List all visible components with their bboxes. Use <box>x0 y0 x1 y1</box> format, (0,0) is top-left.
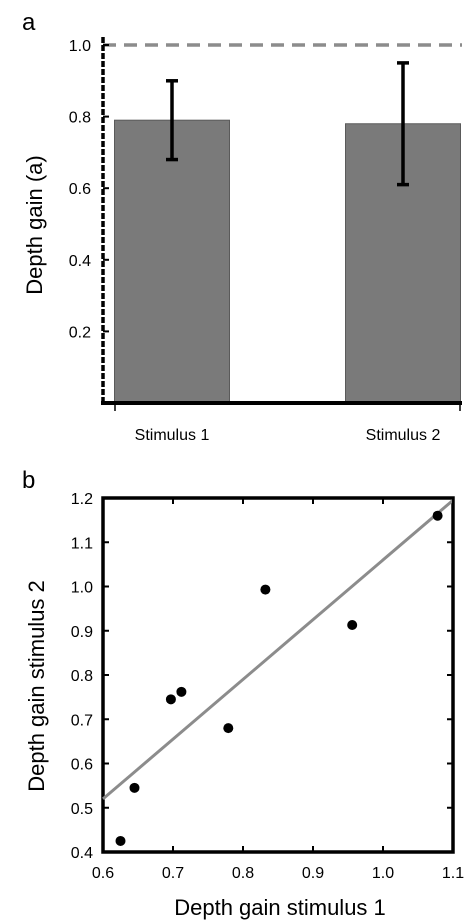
panel-b-x-axis-title: Depth gain stimulus 1 <box>174 895 386 920</box>
panel-b: b Depth gain stimulus 2 Depth gain stimu… <box>22 467 464 920</box>
y-tick-label: 0.6 <box>69 181 91 198</box>
panel-a-error-bars <box>166 61 409 187</box>
panel-a-label: a <box>22 9 36 36</box>
y-tick-label: 1.0 <box>69 38 91 55</box>
y-tick-label: 0.5 <box>71 801 93 818</box>
panel-a-x-ticks: Stimulus 1 Stimulus 2 <box>114 403 461 444</box>
bar-1 <box>114 119 230 404</box>
x-tick-label: Stimulus 2 <box>366 427 441 444</box>
y-tick-label: 1.1 <box>71 535 93 552</box>
scatter-point-8 <box>432 510 443 521</box>
panel-a: a Depth gain (a) 0.2 0.4 0.6 0.8 1.0 Stimulu… <box>22 9 462 444</box>
panel-b-label: b <box>22 467 35 494</box>
scatter-point-4 <box>176 686 187 697</box>
y-tick-label: 0.7 <box>71 712 93 729</box>
x-tick-label: 0.7 <box>162 865 184 882</box>
scatter-point-3 <box>165 694 176 705</box>
y-tick-label: 0.6 <box>71 757 93 774</box>
panel-b-fit-line <box>102 499 454 801</box>
panel-b-y-ticks: 0.4 0.5 0.6 0.7 0.8 0.9 1.0 1.1 1.2 <box>71 491 453 862</box>
panel-b-x-ticks: 0.6 0.7 0.8 0.9 1.0 1.1 <box>92 498 464 882</box>
panel-a-axes <box>101 37 462 405</box>
x-tick-label: 1.0 <box>372 865 394 882</box>
panel-a-y-ticks: 0.2 0.4 0.6 0.8 1.0 <box>69 38 109 341</box>
scatter-point-7 <box>347 619 358 630</box>
x-tick-label: 0.9 <box>302 865 324 882</box>
scatter-point-6 <box>260 584 271 595</box>
panel-b-points <box>115 510 443 846</box>
panel-a-y-axis-title: Depth gain (a) <box>22 155 47 294</box>
y-tick-label: 0.2 <box>69 324 91 341</box>
y-tick-label: 0.8 <box>69 110 91 127</box>
scatter-point-2 <box>129 782 140 793</box>
fit-line <box>102 499 454 801</box>
y-tick-label: 0.8 <box>71 668 93 685</box>
y-tick-label: 1.2 <box>71 491 93 508</box>
y-tick-label: 1.0 <box>71 580 93 597</box>
x-tick-label: 0.6 <box>92 865 114 882</box>
y-tick-label: 0.9 <box>71 624 93 641</box>
x-tick-label: Stimulus 1 <box>135 427 210 444</box>
y-tick-label: 0.4 <box>71 845 93 862</box>
y-tick-label: 0.4 <box>69 253 91 270</box>
x-tick-label: 1.1 <box>442 865 464 882</box>
scatter-point-1 <box>115 835 126 846</box>
x-tick-label: 0.8 <box>232 865 254 882</box>
panel-b-frame <box>101 496 455 854</box>
plot-frame <box>101 496 455 854</box>
scatter-point-5 <box>223 723 234 734</box>
panel-a-bars <box>114 119 461 404</box>
panel-b-y-axis-title: Depth gain stimulus 2 <box>24 580 49 792</box>
